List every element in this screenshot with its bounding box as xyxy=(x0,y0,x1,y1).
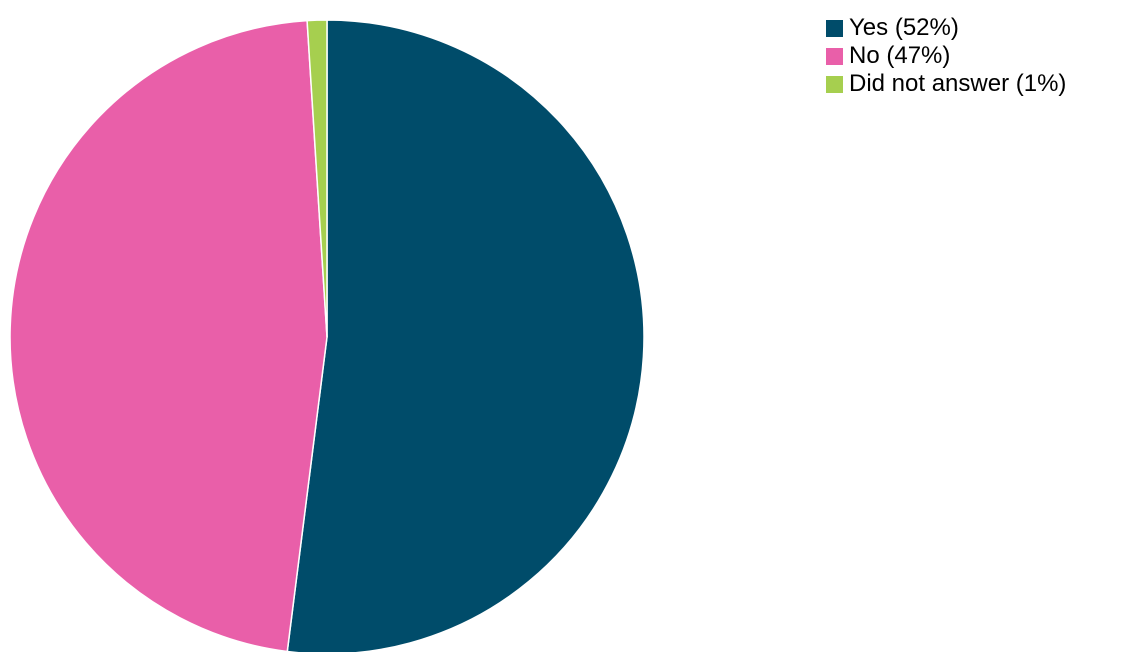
legend-swatch-no xyxy=(826,47,843,65)
legend-label-yes: Yes (52%) xyxy=(849,14,959,41)
legend: Yes (52%) No (47%) Did not answer (1%) xyxy=(826,14,1066,98)
legend-label-did-not-answer: Did not answer (1%) xyxy=(849,70,1067,97)
legend-swatch-yes xyxy=(826,19,843,37)
legend-label-no: No (47%) xyxy=(849,42,951,69)
legend-item-yes: Yes (52%) xyxy=(826,14,1066,42)
pie-chart xyxy=(9,19,645,652)
pie-slice-did-not-answer xyxy=(306,19,328,338)
legend-swatch-did-not-answer xyxy=(826,75,843,93)
legend-item-no: No (47%) xyxy=(826,42,1066,70)
pie-slice-no xyxy=(9,19,328,652)
pie-slice-yes xyxy=(286,19,645,652)
legend-item-did-not-answer: Did not answer (1%) xyxy=(826,70,1066,98)
